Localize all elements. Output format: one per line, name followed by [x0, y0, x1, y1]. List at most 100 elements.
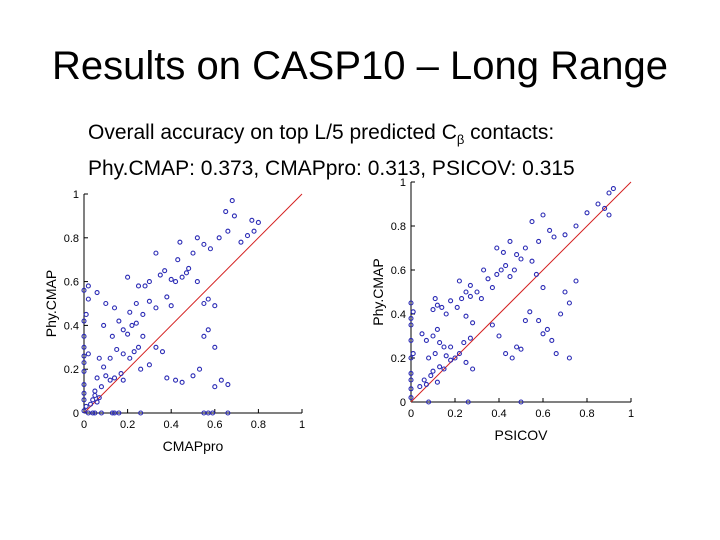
data-point — [408, 377, 414, 383]
data-point — [135, 283, 142, 289]
data-point — [481, 267, 487, 273]
data-point — [527, 309, 533, 315]
data-point — [430, 368, 436, 374]
y-tick-label: 0 — [400, 397, 406, 409]
data-point — [255, 219, 261, 226]
diagonal-line — [410, 181, 632, 403]
data-point — [194, 279, 200, 285]
data-point — [205, 296, 211, 302]
data-point — [146, 279, 152, 285]
x-tick-label: 0 — [81, 419, 87, 431]
data-point — [417, 384, 423, 390]
x-axis-label: CMAPpro — [163, 438, 224, 454]
data-point — [173, 377, 179, 383]
y-tick-label: 0.4 — [391, 309, 406, 321]
data-point — [434, 326, 440, 332]
data-point — [595, 201, 601, 207]
data-point — [448, 344, 454, 350]
x-tick-label: 0.2 — [120, 419, 135, 431]
y-axis-label: Phy.CMAP — [43, 270, 59, 337]
data-point — [210, 410, 216, 416]
data-point — [463, 289, 469, 295]
data-point — [140, 311, 146, 318]
data-point — [107, 355, 113, 361]
data-point — [430, 333, 436, 339]
data-point — [173, 279, 179, 285]
data-point — [103, 373, 109, 379]
data-point — [408, 395, 414, 401]
data-point — [201, 333, 207, 339]
data-point — [573, 223, 579, 229]
data-point — [142, 283, 148, 289]
data-point — [138, 410, 144, 416]
data-point — [503, 351, 509, 357]
data-point — [186, 265, 192, 272]
data-point — [434, 379, 440, 385]
data-point — [111, 305, 118, 311]
x-tick-label: 0.8 — [579, 408, 594, 420]
data-point — [194, 235, 200, 241]
data-point — [177, 239, 183, 245]
data-point — [244, 233, 251, 239]
x-tick-label: 1 — [628, 408, 634, 420]
x-tick-label: 0.4 — [164, 419, 179, 431]
data-point — [549, 337, 555, 343]
data-point — [229, 198, 235, 204]
data-point — [116, 318, 122, 324]
data-point — [459, 296, 465, 302]
data-point — [529, 258, 535, 264]
diagonal-line — [83, 193, 303, 414]
data-point — [410, 351, 416, 357]
data-point — [547, 227, 553, 233]
data-point — [454, 304, 460, 310]
data-point — [207, 246, 213, 252]
data-point — [423, 337, 429, 343]
data-point — [494, 271, 500, 277]
data-point — [432, 351, 438, 357]
data-point — [131, 349, 137, 355]
data-point — [606, 190, 612, 196]
data-point — [98, 384, 104, 390]
data-point — [212, 344, 218, 350]
data-point — [175, 257, 181, 263]
data-point — [408, 322, 414, 328]
data-point — [551, 234, 557, 240]
data-point — [419, 331, 425, 337]
data-point — [81, 390, 87, 396]
y-tick-label: 0.8 — [391, 221, 406, 233]
data-point — [109, 410, 115, 416]
x-tick-label: 0.8 — [251, 419, 266, 431]
data-point — [562, 232, 568, 238]
data-point — [529, 219, 535, 225]
data-point — [602, 205, 608, 211]
data-point — [249, 217, 255, 223]
data-point — [540, 331, 546, 337]
data-point — [441, 366, 447, 372]
data-point — [430, 307, 436, 313]
data-point — [507, 238, 513, 244]
data-point — [85, 351, 91, 357]
data-point — [153, 250, 159, 256]
data-point — [81, 344, 87, 350]
data-point — [83, 311, 89, 318]
data-point — [408, 337, 414, 343]
data-point — [448, 357, 454, 363]
subtitle-line-1-prefix: Overall accuracy on top L/5 predicted C — [88, 121, 457, 144]
data-point — [125, 331, 131, 337]
data-point — [109, 333, 115, 339]
data-point — [408, 315, 414, 321]
data-point — [92, 410, 98, 416]
y-tick-label: 0.6 — [64, 277, 79, 289]
data-point — [101, 364, 107, 370]
y-tick-label: 0.2 — [391, 353, 406, 365]
y-tick-label: 1 — [400, 177, 406, 189]
data-point — [443, 311, 449, 317]
data-point — [500, 249, 506, 255]
data-point — [140, 333, 146, 339]
data-point — [511, 267, 517, 273]
data-point — [103, 300, 109, 307]
data-point — [426, 355, 432, 361]
data-point — [428, 373, 434, 379]
data-point — [518, 346, 524, 352]
data-point — [146, 298, 152, 304]
